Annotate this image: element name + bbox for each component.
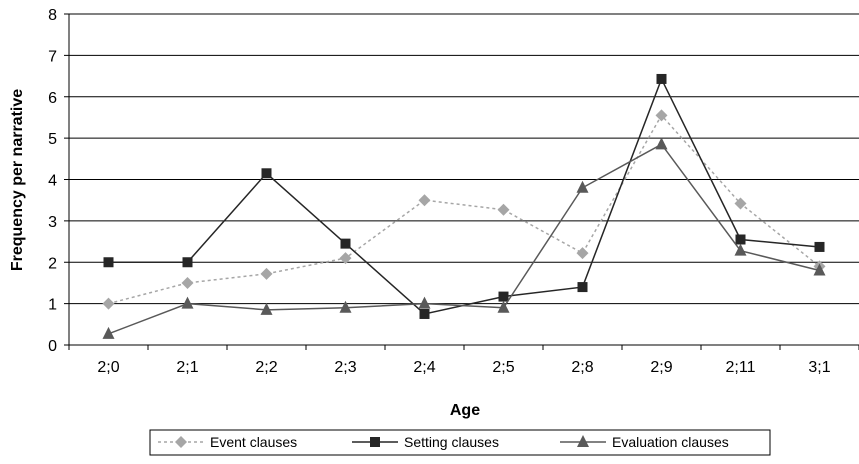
y-tick-label: 2 — [48, 255, 57, 272]
triangle-marker — [339, 300, 352, 313]
diamond-marker — [576, 247, 589, 260]
legend: Event clauses Setting clauses Evaluation c… — [149, 429, 771, 456]
series-line — [108, 143, 820, 335]
x-tick-label: 2;1 — [176, 359, 198, 376]
legend-frame — [149, 429, 771, 456]
x-axis-title: Age — [450, 402, 480, 419]
x-tick-label: 2;4 — [413, 359, 435, 376]
x-tick-label: 2;3 — [334, 359, 356, 376]
triangle-marker — [655, 137, 668, 150]
diamond-marker — [339, 252, 352, 265]
diamond-marker — [102, 297, 115, 310]
x-tick-labels: 2;0 2;1 2;2 2;3 2;4 2;5 2;8 2;9 2;11 3;1 — [97, 359, 830, 376]
square-marker — [261, 168, 272, 179]
diamond-marker — [734, 197, 747, 210]
triangle-marker — [813, 263, 826, 276]
triangle-marker — [260, 302, 273, 315]
series-group — [102, 109, 826, 310]
square-marker — [498, 291, 509, 302]
diamond-marker — [497, 203, 510, 216]
legend-label: Evaluation clauses — [612, 434, 729, 450]
square-marker — [577, 282, 588, 293]
square-marker — [103, 257, 114, 268]
square-marker — [814, 241, 825, 252]
square-marker — [182, 257, 193, 268]
y-tick-label: 8 — [48, 7, 57, 24]
legend-label: Event clauses — [210, 434, 297, 450]
square-marker — [656, 73, 667, 84]
series — [102, 73, 826, 339]
square-marker — [340, 238, 351, 249]
legend-label: Setting clauses — [404, 434, 499, 450]
y-tick-label: 5 — [48, 131, 57, 148]
square-marker — [370, 437, 380, 447]
series-line — [108, 77, 820, 315]
series-group — [103, 73, 825, 319]
triangle-marker — [577, 435, 589, 447]
square-marker — [419, 308, 430, 319]
x-tick-label: 2;11 — [726, 359, 756, 376]
diamond-marker — [260, 267, 273, 280]
diamond-marker — [655, 109, 668, 122]
series-line — [108, 114, 820, 305]
triangle-marker — [418, 296, 431, 309]
triangle-marker — [181, 296, 194, 309]
diamond-marker — [418, 194, 431, 207]
x-tick-label: 2;2 — [255, 359, 277, 376]
triangle-marker — [102, 326, 115, 339]
diamond-marker — [181, 276, 194, 289]
x-tick-label: 2;8 — [571, 359, 593, 376]
y-tick-label: 0 — [48, 338, 57, 355]
triangle-marker — [576, 180, 589, 193]
y-axis-title: Frequency per narrative — [9, 89, 26, 271]
y-tick-label: 4 — [48, 173, 57, 190]
square-marker — [735, 234, 746, 245]
y-tick-labels: 0 1 2 3 4 5 6 7 8 — [48, 7, 57, 355]
triangle-marker — [734, 243, 747, 256]
y-tick-label: 3 — [48, 214, 57, 231]
axes — [64, 13, 859, 350]
diamond-marker — [175, 436, 187, 448]
triangle-marker — [497, 300, 510, 313]
y-tick-label: 1 — [48, 297, 57, 314]
gridlines — [69, 13, 859, 305]
x-tick-label: 3;1 — [808, 359, 830, 376]
x-tick-label: 2;9 — [650, 359, 672, 376]
x-tick-label: 2;0 — [97, 359, 119, 376]
x-tick-label: 2;5 — [492, 359, 514, 376]
series-group — [102, 137, 826, 339]
y-tick-label: 6 — [48, 90, 57, 107]
y-tick-label: 7 — [48, 48, 57, 65]
